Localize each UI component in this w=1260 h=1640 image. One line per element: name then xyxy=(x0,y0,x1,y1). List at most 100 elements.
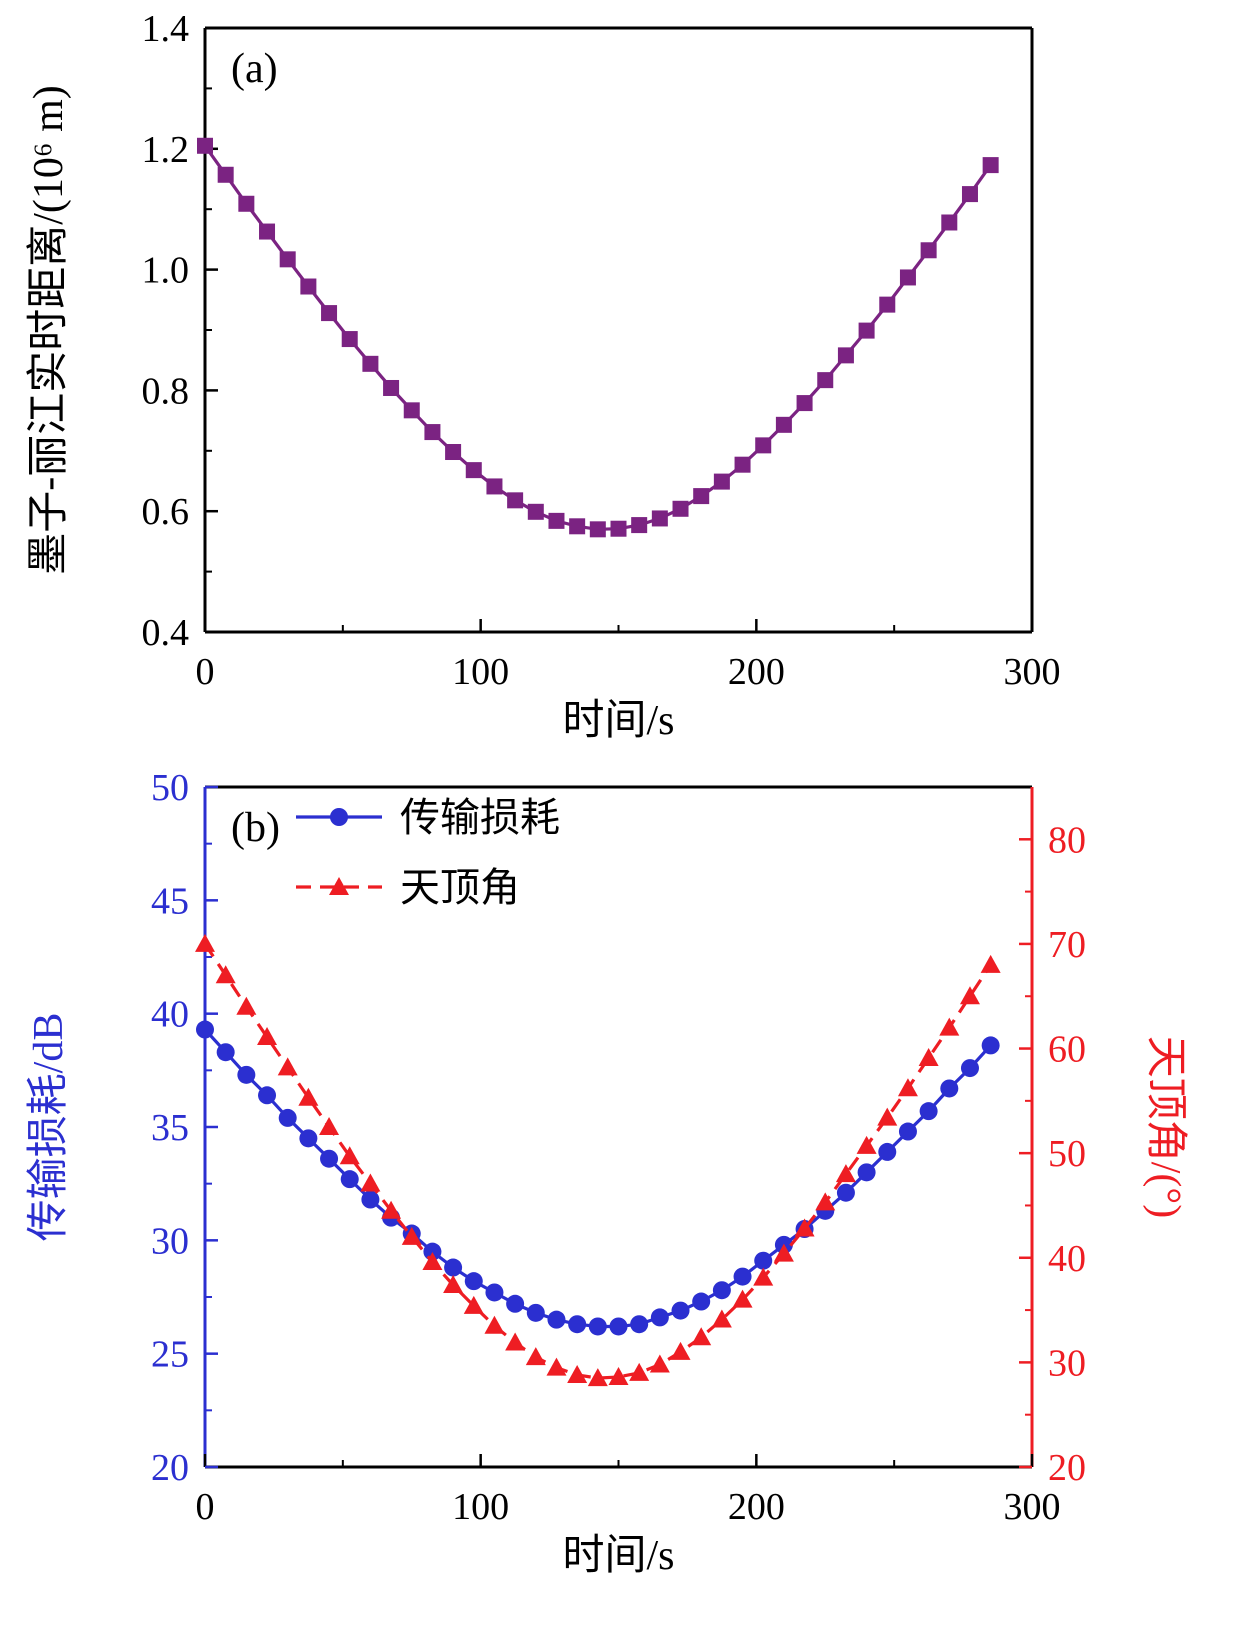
data-point-marker xyxy=(898,1122,917,1141)
data-point-marker xyxy=(568,1315,587,1334)
data-point-marker xyxy=(856,1135,877,1154)
legend-marker xyxy=(330,808,348,826)
data-point-marker xyxy=(401,1226,422,1245)
data-point-marker xyxy=(507,492,524,509)
data-point-marker xyxy=(960,1059,979,1078)
data-point-marker xyxy=(546,1357,567,1376)
data-point-marker xyxy=(775,416,792,433)
data-point-marker xyxy=(360,1173,381,1192)
x-axis-title: 时间/s xyxy=(562,1533,674,1579)
data-point-marker xyxy=(238,195,255,212)
data-point-marker xyxy=(587,1368,608,1387)
right-tick-label: 30 xyxy=(1048,1342,1086,1384)
data-point-marker xyxy=(216,1043,235,1062)
data-point-marker xyxy=(278,1108,297,1127)
data-point-marker xyxy=(486,478,503,495)
data-point-marker xyxy=(711,1309,732,1328)
data-point-marker xyxy=(279,251,296,268)
data-point-marker xyxy=(362,355,379,372)
right-tick-label: 80 xyxy=(1048,819,1086,861)
data-point-marker xyxy=(692,1292,711,1311)
data-point-marker xyxy=(755,437,772,454)
data-point-marker xyxy=(381,1200,402,1219)
legend-marker xyxy=(329,877,349,895)
data-point-marker xyxy=(484,1315,505,1334)
x-tick-label: 100 xyxy=(452,651,509,693)
series-markers-1 xyxy=(195,933,1001,1387)
data-point-marker xyxy=(259,223,276,240)
data-point-marker xyxy=(981,1036,1000,1055)
right-tick-label: 70 xyxy=(1048,924,1086,966)
data-point-marker xyxy=(961,186,978,203)
data-point-marker xyxy=(257,1027,278,1046)
data-point-marker xyxy=(339,1146,360,1165)
data-point-marker xyxy=(340,1170,359,1189)
data-point-marker xyxy=(236,996,257,1015)
left-axis-title: 传输损耗/dB xyxy=(26,1013,72,1242)
chart-a-canvas: 0 100 200 300 0.4 0.6 0.8 1.0 1.2 1.4 时间/s 墨子-丽江实时距… xyxy=(25,8,1061,744)
right-tick-label: 20 xyxy=(1048,1447,1086,1489)
data-point-marker xyxy=(215,965,236,984)
data-point-marker xyxy=(300,278,317,295)
data-point-marker xyxy=(815,1192,836,1211)
data-point-marker xyxy=(630,1315,649,1334)
data-point-marker xyxy=(403,402,420,419)
figure-panel-b: 0 100 200 300 20 25 30 35 40 45 50 20 30 40 50 60 70 80 时间… xyxy=(0,755,1260,1640)
data-point-marker xyxy=(734,456,751,473)
data-point-marker xyxy=(505,1332,526,1351)
data-point-marker xyxy=(773,1243,794,1262)
data-point-marker xyxy=(794,1218,815,1237)
figure-panel-a: 0 100 200 300 0.4 0.6 0.8 1.0 1.2 1.4 时间/s 墨子-丽江实时距… xyxy=(0,0,1260,755)
data-point-marker xyxy=(237,1065,256,1084)
data-point-marker xyxy=(320,1149,339,1168)
data-point-marker xyxy=(940,1079,959,1098)
left-tick-label: 40 xyxy=(151,994,189,1036)
data-point-marker xyxy=(858,322,875,339)
data-point-marker xyxy=(857,1163,876,1182)
data-point-marker xyxy=(299,1129,318,1148)
data-point-marker xyxy=(341,331,358,348)
data-point-marker xyxy=(691,1327,712,1346)
data-point-marker xyxy=(525,1347,546,1366)
right-tick-group: 20 30 40 50 60 70 80 xyxy=(1019,819,1086,1489)
x-tick-label: 200 xyxy=(728,651,785,693)
left-tick-label: 25 xyxy=(151,1334,189,1376)
x-tick-group: 0 100 200 300 xyxy=(196,1454,1061,1528)
data-point-marker xyxy=(424,424,441,441)
data-point-marker xyxy=(258,1086,277,1105)
data-point-marker xyxy=(649,1354,670,1373)
data-point-marker xyxy=(608,1367,629,1386)
x-tick-label: 0 xyxy=(196,1486,215,1528)
data-point-marker xyxy=(693,488,710,505)
data-point-marker xyxy=(629,1362,650,1381)
data-point-marker xyxy=(445,444,462,461)
data-point-marker xyxy=(877,1107,898,1126)
left-tick-label: 0.4 xyxy=(142,612,190,654)
data-point-marker xyxy=(796,395,813,412)
left-tick-label: 0.6 xyxy=(142,491,190,533)
data-point-marker xyxy=(939,1017,960,1036)
data-point-marker xyxy=(672,500,689,517)
data-point-marker xyxy=(919,1102,938,1121)
series-markers-0 xyxy=(196,1020,1000,1336)
data-point-marker xyxy=(548,512,565,529)
data-point-marker xyxy=(464,1272,483,1291)
data-point-marker xyxy=(465,462,482,479)
data-point-marker xyxy=(589,521,606,538)
data-point-marker xyxy=(959,986,980,1005)
data-point-marker xyxy=(463,1295,484,1314)
data-point-marker xyxy=(526,1303,545,1322)
left-axis-title: 墨子-丽江实时距离/(10⁶ m) xyxy=(25,85,72,574)
data-point-marker xyxy=(527,503,544,520)
panel-label: (b) xyxy=(231,805,280,851)
data-point-marker xyxy=(835,1164,856,1183)
data-point-marker xyxy=(361,1190,380,1209)
x-tick-label: 300 xyxy=(1004,1486,1061,1528)
right-tick-label: 60 xyxy=(1048,1029,1086,1071)
data-point-marker xyxy=(422,1251,443,1270)
data-point-marker xyxy=(506,1294,525,1313)
data-point-marker xyxy=(321,305,338,322)
data-point-marker xyxy=(918,1047,939,1066)
left-tick-label: 1.0 xyxy=(142,250,190,292)
